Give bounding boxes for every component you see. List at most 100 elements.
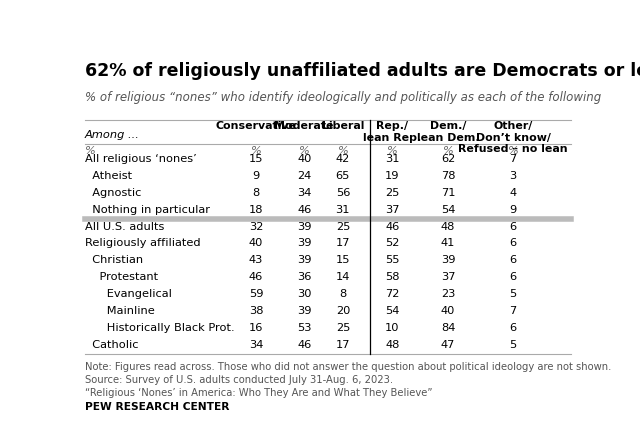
Text: Catholic: Catholic — [85, 340, 138, 350]
Text: 52: 52 — [385, 238, 399, 249]
Text: 40: 40 — [441, 306, 455, 316]
Text: Note: Figures read across. Those who did not answer the question about political: Note: Figures read across. Those who did… — [85, 362, 611, 372]
Text: 72: 72 — [385, 289, 399, 299]
Text: 19: 19 — [385, 171, 400, 181]
Text: % of religious “nones” who identify ideologically and politically as each of the: % of religious “nones” who identify ideo… — [85, 91, 601, 104]
Text: 7: 7 — [509, 154, 516, 164]
Text: 58: 58 — [385, 272, 400, 282]
Text: 78: 78 — [441, 171, 455, 181]
Text: 30: 30 — [297, 289, 312, 299]
Text: 37: 37 — [441, 272, 455, 282]
Text: %: % — [387, 146, 398, 156]
Text: 25: 25 — [336, 323, 350, 333]
Text: 62: 62 — [441, 154, 455, 164]
Text: 46: 46 — [297, 205, 311, 215]
Text: Other/
Don’t know/
Refused – no lean: Other/ Don’t know/ Refused – no lean — [458, 121, 568, 154]
Text: 84: 84 — [441, 323, 455, 333]
Text: 6: 6 — [509, 221, 516, 231]
Text: 39: 39 — [297, 306, 312, 316]
Text: Evangelical: Evangelical — [85, 289, 172, 299]
Text: Nothing in particular: Nothing in particular — [85, 205, 210, 215]
Text: 24: 24 — [297, 171, 311, 181]
Text: Christian: Christian — [85, 255, 143, 265]
Text: 46: 46 — [297, 340, 311, 350]
Text: 15: 15 — [249, 154, 263, 164]
Text: 59: 59 — [249, 289, 263, 299]
Text: Religiously affiliated: Religiously affiliated — [85, 238, 200, 249]
Text: 48: 48 — [385, 340, 399, 350]
Text: PEW RESEARCH CENTER: PEW RESEARCH CENTER — [85, 402, 230, 412]
Text: Rep./
lean Rep.: Rep./ lean Rep. — [364, 121, 422, 143]
Text: 62% of religiously unaffiliated adults are Democrats or lean Democratic: 62% of religiously unaffiliated adults a… — [85, 62, 640, 80]
Text: 25: 25 — [385, 187, 399, 198]
Text: 8: 8 — [252, 187, 260, 198]
Text: 39: 39 — [297, 238, 312, 249]
Text: 71: 71 — [441, 187, 455, 198]
Text: 14: 14 — [336, 272, 350, 282]
Text: Historically Black Prot.: Historically Black Prot. — [85, 323, 235, 333]
Text: 9: 9 — [509, 205, 516, 215]
Text: 40: 40 — [249, 238, 263, 249]
Text: %: % — [299, 146, 310, 156]
Text: 46: 46 — [385, 221, 399, 231]
Text: Protestant: Protestant — [85, 272, 158, 282]
Text: Moderate: Moderate — [275, 121, 334, 131]
Text: Dem./
lean Dem.: Dem./ lean Dem. — [417, 121, 479, 143]
Text: Liberal: Liberal — [322, 121, 364, 131]
Text: 8: 8 — [339, 289, 346, 299]
Text: 6: 6 — [509, 255, 516, 265]
Text: 36: 36 — [297, 272, 312, 282]
Text: 39: 39 — [297, 255, 312, 265]
Text: 41: 41 — [441, 238, 455, 249]
Text: 56: 56 — [336, 187, 350, 198]
Text: 38: 38 — [249, 306, 263, 316]
Text: 39: 39 — [297, 221, 312, 231]
Text: 17: 17 — [335, 340, 350, 350]
Text: 6: 6 — [509, 272, 516, 282]
Text: %: % — [508, 146, 518, 156]
Text: All religious ‘nones’: All religious ‘nones’ — [85, 154, 196, 164]
Text: 15: 15 — [335, 255, 350, 265]
Text: “Religious ‘Nones’ in America: Who They Are and What They Believe”: “Religious ‘Nones’ in America: Who They … — [85, 388, 433, 397]
Text: %: % — [251, 146, 262, 156]
Text: 17: 17 — [335, 238, 350, 249]
Text: Mainline: Mainline — [85, 306, 155, 316]
Text: %: % — [337, 146, 348, 156]
Text: 53: 53 — [297, 323, 312, 333]
Text: 31: 31 — [335, 205, 350, 215]
Text: 40: 40 — [297, 154, 312, 164]
Text: 54: 54 — [441, 205, 455, 215]
Text: 16: 16 — [249, 323, 263, 333]
Text: All U.S. adults: All U.S. adults — [85, 221, 164, 231]
Text: 65: 65 — [336, 171, 350, 181]
Text: 47: 47 — [441, 340, 455, 350]
Text: 9: 9 — [252, 171, 260, 181]
Text: 3: 3 — [509, 171, 516, 181]
Text: Among ...: Among ... — [85, 130, 140, 140]
Text: 5: 5 — [509, 340, 516, 350]
Text: Atheist: Atheist — [85, 171, 132, 181]
Text: Source: Survey of U.S. adults conducted July 31-Aug. 6, 2023.: Source: Survey of U.S. adults conducted … — [85, 375, 393, 385]
Text: 6: 6 — [509, 323, 516, 333]
Text: 39: 39 — [441, 255, 455, 265]
Text: Conservative: Conservative — [216, 121, 296, 131]
Text: 6: 6 — [509, 238, 516, 249]
Text: 7: 7 — [509, 306, 516, 316]
Text: 32: 32 — [249, 221, 263, 231]
Text: 37: 37 — [385, 205, 400, 215]
Text: 34: 34 — [249, 340, 263, 350]
Text: 34: 34 — [297, 187, 312, 198]
Text: 25: 25 — [336, 221, 350, 231]
Text: 10: 10 — [385, 323, 400, 333]
Text: 46: 46 — [249, 272, 263, 282]
Text: 23: 23 — [441, 289, 455, 299]
Text: 55: 55 — [385, 255, 400, 265]
Text: %: % — [443, 146, 453, 156]
Text: 48: 48 — [441, 221, 455, 231]
Text: 54: 54 — [385, 306, 399, 316]
Text: 43: 43 — [249, 255, 263, 265]
Text: 5: 5 — [509, 289, 516, 299]
Text: 20: 20 — [336, 306, 350, 316]
Text: 18: 18 — [249, 205, 263, 215]
Text: 4: 4 — [509, 187, 516, 198]
